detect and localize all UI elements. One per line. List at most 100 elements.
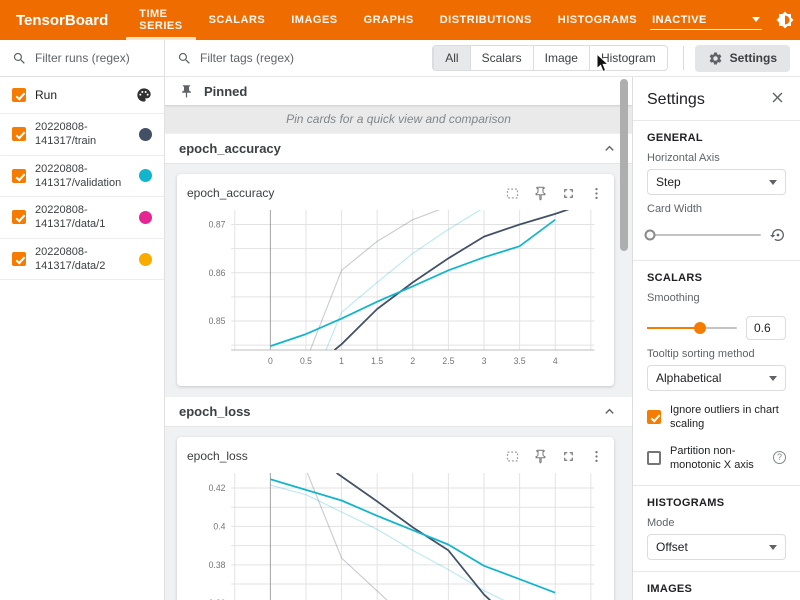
tags-filter [177,51,424,66]
tab-graphs[interactable]: GRAPHS [351,0,427,40]
palette-icon [136,87,152,103]
pinned-empty-hint: Pin cards for a quick view and compariso… [165,105,632,133]
run-item-data-2[interactable]: 20220808- 141317/data/2 [0,239,164,281]
tab-scalars[interactable]: SCALARS [196,0,279,40]
search-icon [12,51,27,66]
run-item-train[interactable]: 20220808- 141317/train [0,114,164,156]
run-checkbox[interactable] [12,127,26,141]
filter-image[interactable]: Image [533,46,589,70]
restore-icon [770,227,786,243]
run-status-select[interactable]: INACTIVE [650,11,762,30]
smoothing-value-input[interactable]: 0.6 [746,316,786,340]
runs-sidebar: Run 20220808- 141317/train 20220808- 141… [0,40,165,600]
tags-filter-input[interactable] [200,51,424,65]
run-checkbox[interactable] [12,252,26,266]
scalar-card: epoch_loss 00.511.522.533.540 [177,437,614,600]
smoothing-row: 0.6 [647,316,786,340]
more-options-icon[interactable] [589,449,604,464]
filter-all[interactable]: All [433,46,469,70]
more-options-icon[interactable] [589,186,604,201]
section-header[interactable]: epoch_loss [165,397,632,427]
svg-text:3.5: 3.5 [514,356,526,366]
svg-text:2: 2 [410,356,415,366]
run-color-dot [139,253,152,266]
ignore-outliers-checkbox[interactable] [647,410,661,424]
cards-scroll-area: Pinned Pin cards for a quick view and co… [165,77,632,600]
svg-text:0.42: 0.42 [209,483,226,493]
filter-scalars[interactable]: Scalars [470,46,533,70]
ignore-outliers-row[interactable]: Ignore outliers in chart scaling [647,403,786,432]
fit-domain-icon[interactable] [505,186,520,201]
tab-distributions[interactable]: DISTRIBUTIONS [427,0,545,40]
svg-text:0.4: 0.4 [213,521,225,531]
fit-domain-icon[interactable] [505,449,520,464]
svg-text:0: 0 [268,356,273,366]
chevron-down-icon [769,545,777,550]
runs-filter [0,40,164,77]
slider-thumb[interactable] [645,230,656,241]
settings-section-general: GENERAL Horizontal Axis Step Card Width [633,120,800,260]
settings-panel-button[interactable]: Settings [695,45,790,72]
content: Run 20220808- 141317/train 20220808- 141… [0,40,800,600]
reset-card-width-button[interactable] [770,227,786,243]
svg-text:0.86: 0.86 [209,268,226,278]
run-item-validation[interactable]: 20220808- 141317/validation [0,156,164,198]
tab-time-series[interactable]: TIME SERIES [126,0,195,40]
tag-type-filter-group: All Scalars Image Histogram [432,45,667,71]
svg-text:0.87: 0.87 [209,219,226,229]
pin-icon[interactable] [533,186,548,201]
scalar-chart[interactable]: 00.511.522.533.540.850.860.87 [187,204,604,382]
fullscreen-icon[interactable] [561,449,576,464]
horizontal-axis-select[interactable]: Step [647,169,786,195]
chevron-down-icon [769,376,777,381]
close-settings-button[interactable] [769,89,786,111]
pin-icon[interactable] [533,449,548,464]
smoothing-slider[interactable] [647,327,737,329]
settings-section-histograms: HISTOGRAMS Mode Offset [633,485,800,571]
card-width-row [647,227,786,243]
right-column: All Scalars Image Histogram Settings [165,40,800,600]
card-width-slider[interactable] [647,234,761,236]
tooltip-sort-select[interactable]: Alphabetical [647,365,786,391]
runs-filter-input[interactable] [35,51,152,65]
theme-toggle-button[interactable] [775,10,795,30]
section-header[interactable]: epoch_accuracy [165,134,632,164]
toolbar-divider [683,46,684,70]
run-checkbox[interactable] [12,169,26,183]
app-bar: TensorBoard TIME SERIES SCALARS IMAGES G… [0,0,800,40]
partition-x-checkbox[interactable] [647,451,661,465]
chevron-up-icon[interactable] [601,140,618,157]
settings-panel-header: Settings [633,77,800,120]
vertical-scrollbar[interactable] [620,79,628,251]
slider-thumb[interactable] [694,322,706,334]
histogram-mode-select[interactable]: Offset [647,534,786,560]
runs-header-row: Run [0,77,164,114]
run-label: 20220808- 141317/validation [35,162,130,191]
svg-text:2.5: 2.5 [442,356,454,366]
card-header: epoch_loss [187,445,604,467]
tab-images[interactable]: IMAGES [278,0,350,40]
partition-x-row[interactable]: Partition non-monotonic X axis ? [647,444,786,473]
appbar-right: INACTIVE ? [650,0,800,40]
filter-histogram[interactable]: Histogram [589,46,667,70]
svg-text:1: 1 [339,356,344,366]
run-checkbox[interactable] [12,210,26,224]
svg-text:3: 3 [482,356,487,366]
card-wrap: epoch_accuracy 00.511.522.533 [165,164,632,396]
run-label: 20220808- 141317/train [35,120,130,149]
tab-histograms[interactable]: HISTOGRAMS [545,0,650,40]
help-icon[interactable]: ? [773,451,786,464]
card-title: epoch_loss [187,449,248,463]
svg-text:0.38: 0.38 [209,560,226,570]
run-item-data-1[interactable]: 20220808- 141317/data/1 [0,197,164,239]
section-title: epoch_accuracy [179,141,281,156]
tag-filter-bar: All Scalars Image Histogram Settings [165,40,800,77]
chevron-up-icon[interactable] [601,403,618,420]
nav-tabs: TIME SERIES SCALARS IMAGES GRAPHS DISTRI… [126,0,650,40]
fullscreen-icon[interactable] [561,186,576,201]
scalar-chart[interactable]: 00.511.522.533.540.420.40.380.36 [187,467,604,600]
section-epoch-loss: epoch_loss epoch_loss [165,397,632,600]
scalar-card: epoch_accuracy 00.511.522.533 [177,174,614,386]
select-all-runs-checkbox[interactable] [12,88,26,102]
search-icon [177,51,192,66]
